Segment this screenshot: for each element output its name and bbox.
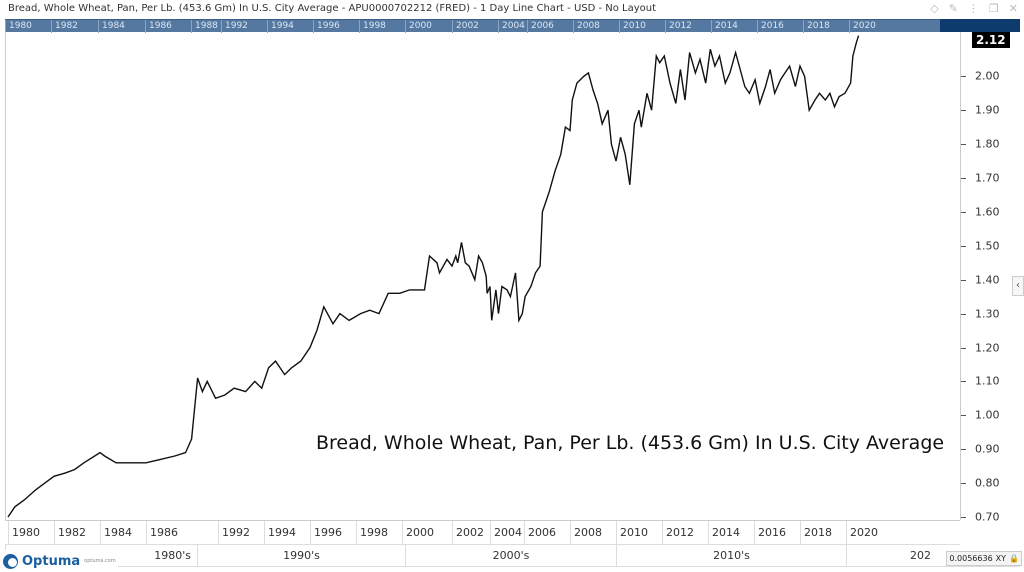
- overview-tick: 1992: [221, 20, 248, 33]
- restore-icon[interactable]: ❐: [988, 2, 999, 15]
- decade-label: 2000's: [405, 545, 616, 567]
- y-tick-label: 1.40: [975, 273, 1000, 287]
- x-tick-label: 1986: [146, 521, 218, 545]
- x-axis[interactable]: 1980 1982 1984 1986 1992 1994 1996 1998 2000 2002…: [5, 520, 960, 545]
- overview-tick: 2018: [803, 20, 830, 33]
- x-tick-label: 2004: [490, 521, 524, 545]
- x-tick-label: 1998: [356, 521, 402, 545]
- window-controls: ◇ ✎ ⋮ ❐ ✕: [930, 2, 1018, 15]
- x-tick-label: 1980: [8, 521, 54, 545]
- decade-label: 1990's: [197, 545, 405, 567]
- overview-tick: 1994: [267, 20, 294, 33]
- y-tick-label: 0.70: [975, 510, 1000, 524]
- y-tick: [961, 415, 966, 417]
- logo-url: optuma.com: [84, 558, 116, 564]
- y-tick: [961, 449, 966, 451]
- scale-readout[interactable]: 0.0056636 XY 🔒: [946, 551, 1022, 566]
- lock-icon[interactable]: 🔒: [1009, 554, 1019, 563]
- x-tick-label: 2016: [754, 521, 800, 545]
- y-tick-label: 1.10: [975, 374, 1000, 388]
- x-tick-label: 2010: [616, 521, 662, 545]
- x-tick-label: 1984: [100, 521, 146, 545]
- overview-tick: 2002: [452, 20, 479, 33]
- optuma-logo: Optuma optuma.com: [0, 550, 118, 572]
- overview-handle[interactable]: [940, 19, 1020, 32]
- overview-tick: 2020: [849, 20, 876, 33]
- x-tick-label: 2018: [800, 521, 846, 545]
- overview-tick: 2014: [711, 20, 738, 33]
- y-tick: [961, 517, 966, 518]
- y-tick: [961, 144, 966, 146]
- y-tick: [961, 483, 966, 485]
- overview-tick: 2016: [757, 20, 784, 33]
- last-price-label: 2.12: [972, 32, 1010, 48]
- overview-tick: 1998: [359, 20, 386, 33]
- overview-tick: 2006: [527, 20, 554, 33]
- x-tick-label: 2006: [524, 521, 570, 545]
- y-tick-label: 1.30: [975, 307, 1000, 321]
- x-tick-label: 2008: [570, 521, 616, 545]
- plot-area[interactable]: [5, 32, 960, 520]
- y-tick-label: 1.20: [975, 341, 1000, 354]
- xy-toggle[interactable]: XY: [995, 554, 1007, 563]
- y-tick-label: 0.80: [975, 476, 1000, 490]
- chart-annotation: Bread, Whole Wheat, Pan, Per Lb. (453.6 …: [316, 432, 945, 454]
- y-tick: [961, 381, 966, 383]
- y-tick: [961, 110, 966, 112]
- diamond-icon[interactable]: ◇: [930, 2, 939, 15]
- chart-title: Bread, Whole Wheat, Pan, Per Lb. (453.6 …: [8, 3, 657, 14]
- y-tick-label: 1.70: [975, 171, 1000, 185]
- overview-scrollbar[interactable]: 1980 1982 1984 1986 1988 1992 1994 1996 1998 2000…: [5, 19, 940, 33]
- y-tick: [961, 245, 966, 247]
- y-tick-label: 1.80: [975, 137, 1000, 151]
- close-icon[interactable]: ✕: [1008, 2, 1018, 15]
- decade-axis: 1980's 1990's 2000's 2010's 202: [5, 545, 1020, 567]
- y-tick-label: 1.90: [975, 103, 1000, 117]
- y-tick-label: 1.00: [975, 408, 1000, 422]
- more-icon[interactable]: ⋮: [967, 2, 979, 15]
- y-tick: [961, 347, 966, 349]
- logo-name: Optuma: [22, 553, 81, 569]
- price-series-line: [7, 35, 860, 518]
- y-tick-label: 2.00: [975, 69, 1000, 83]
- scale-value: 0.0056636: [949, 554, 993, 563]
- x-tick-label: 1992: [218, 521, 264, 545]
- overview-tick: 2010: [619, 20, 646, 33]
- optuma-logo-icon: [3, 553, 18, 569]
- y-tick-label: 1.60: [975, 205, 1000, 219]
- y-axis[interactable]: 0.70 0.80 0.90 1.00 1.10 1.20 1.30 1.40 1.50 1.60…: [960, 32, 1020, 524]
- x-tick-label: 2014: [708, 521, 754, 545]
- decade-label: 202: [846, 545, 935, 567]
- x-tick-label: 2000: [402, 521, 452, 545]
- y-tick: [961, 178, 966, 179]
- y-tick: [961, 76, 966, 78]
- x-tick-label: 1996: [310, 521, 356, 545]
- x-tick-label: 2012: [662, 521, 708, 545]
- overview-tick: 1986: [145, 20, 172, 33]
- pin-icon[interactable]: ✎: [948, 2, 958, 15]
- x-tick-label: 1994: [264, 521, 310, 545]
- x-tick-label: 1982: [54, 521, 100, 545]
- decade-label: 2010's: [616, 545, 846, 567]
- overview-tick: 2000: [405, 20, 432, 33]
- overview-tick: 2008: [573, 20, 600, 33]
- y-tick-label: 0.90: [975, 442, 1000, 456]
- y-tick: [961, 313, 966, 315]
- x-tick-label: 2020: [846, 521, 955, 545]
- overview-tick: 1982: [51, 20, 78, 33]
- x-tick-label: 2002: [452, 521, 490, 545]
- overview-tick: 1996: [313, 20, 340, 33]
- overview-tick: 1988: [191, 20, 218, 33]
- overview-tick: 1980: [5, 20, 32, 33]
- y-tick: [961, 279, 966, 281]
- overview-tick: 2012: [665, 20, 692, 33]
- overview-tick: 1984: [98, 20, 125, 33]
- overview-tick: 2004: [498, 20, 525, 33]
- y-tick-label: 1.50: [975, 239, 1000, 253]
- y-tick: [961, 211, 966, 213]
